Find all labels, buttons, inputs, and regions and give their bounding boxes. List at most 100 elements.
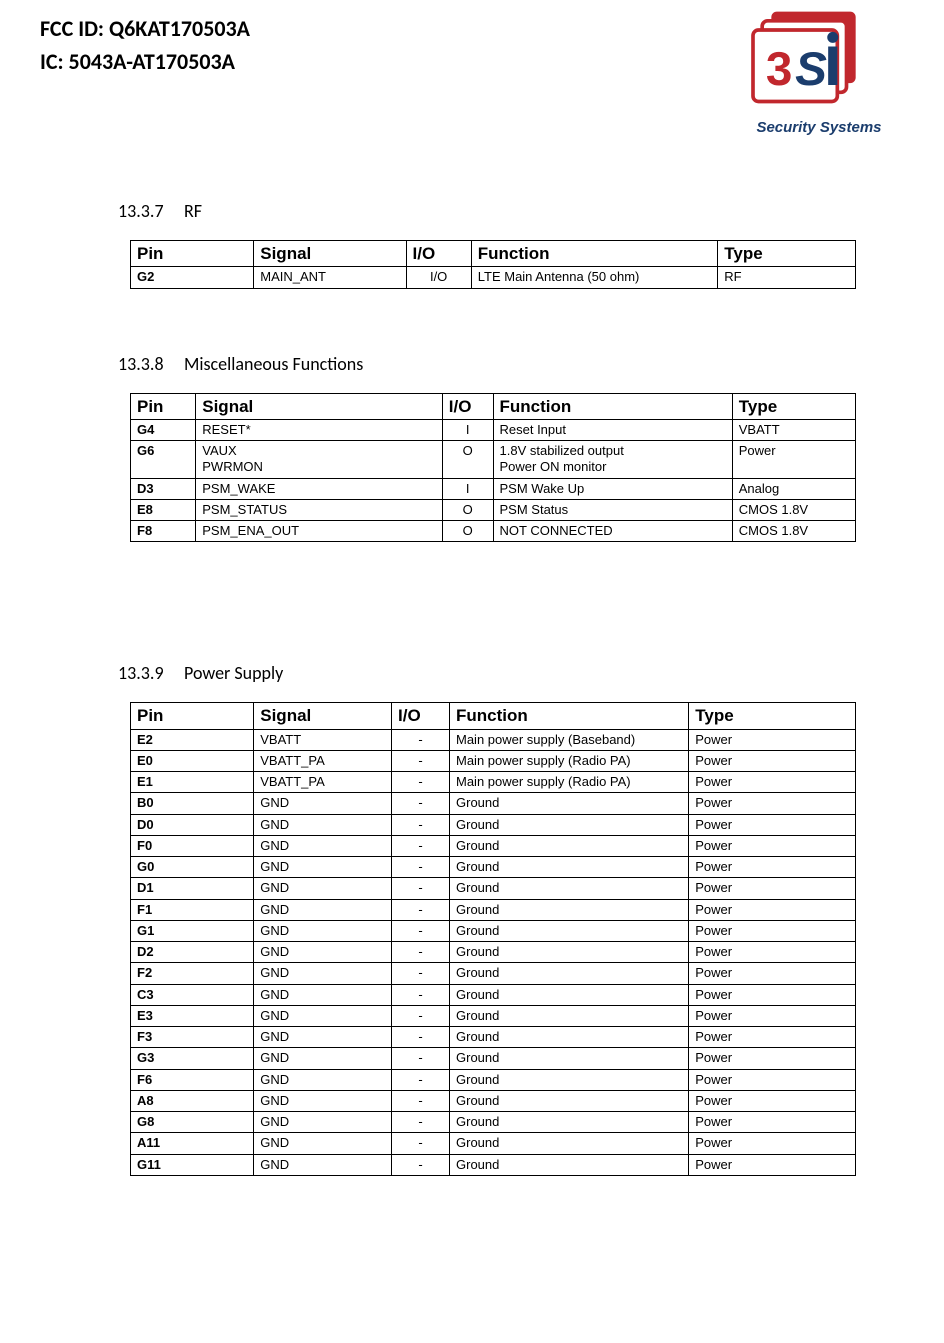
id-block: FCC ID: Q6KAT170503A IC: 5043A-AT170503A — [40, 12, 250, 78]
cell-type: VBATT — [732, 419, 855, 440]
cell-type: Analog — [732, 478, 855, 499]
cell-function: Ground — [450, 1154, 689, 1175]
page-header: FCC ID: Q6KAT170503A IC: 5043A-AT170503A… — [40, 12, 904, 136]
cell-io: - — [392, 878, 450, 899]
cell-pin: E2 — [131, 729, 254, 750]
table-row: A11GND-GroundPower — [131, 1133, 856, 1154]
cell-type: Power — [689, 984, 856, 1005]
cell-type: Power — [689, 963, 856, 984]
cell-pin: G1 — [131, 920, 254, 941]
table-row: D1GND-GroundPower — [131, 878, 856, 899]
cell-function: Ground — [450, 920, 689, 941]
cell-pin: G2 — [131, 267, 254, 288]
cell-function: Ground — [450, 835, 689, 856]
cell-type: Power — [689, 857, 856, 878]
cell-signal: GND — [254, 1090, 392, 1111]
fcc-id: FCC ID: Q6KAT170503A — [40, 12, 250, 45]
cell-function: Ground — [450, 814, 689, 835]
column-header-io: I/O — [406, 241, 471, 267]
cell-type: Power — [689, 814, 856, 835]
cell-pin: G4 — [131, 419, 196, 440]
cell-pin: F0 — [131, 835, 254, 856]
cell-io: - — [392, 899, 450, 920]
cell-io: O — [442, 441, 493, 479]
column-header-type: Type — [732, 393, 855, 419]
table-row: E8PSM_STATUSOPSM StatusCMOS 1.8V — [131, 499, 856, 520]
cell-pin: E0 — [131, 750, 254, 771]
cell-function: Ground — [450, 1112, 689, 1133]
cell-signal: GND — [254, 920, 392, 941]
cell-type: Power — [689, 1048, 856, 1069]
cell-pin: E1 — [131, 772, 254, 793]
cell-function: Ground — [450, 1048, 689, 1069]
cell-signal: PSM_STATUS — [196, 499, 443, 520]
pin-table: PinSignalI/OFunctionTypeE2VBATT-Main pow… — [130, 702, 856, 1176]
cell-signal: GND — [254, 984, 392, 1005]
cell-pin: C3 — [131, 984, 254, 1005]
cell-pin: E8 — [131, 499, 196, 520]
table-row: E1VBATT_PA-Main power supply (Radio PA)P… — [131, 772, 856, 793]
column-header-pin: Pin — [131, 241, 254, 267]
table-row: F3GND-GroundPower — [131, 1027, 856, 1048]
cell-io: - — [392, 1133, 450, 1154]
section-title: 13.3.9 Power Supply — [118, 662, 844, 684]
cell-pin: F8 — [131, 521, 196, 542]
cell-io: - — [392, 1027, 450, 1048]
cell-type: Power — [689, 750, 856, 771]
cell-type: Power — [732, 441, 855, 479]
table-row: F1GND-GroundPower — [131, 899, 856, 920]
table-row: F8PSM_ENA_OUTONOT CONNECTEDCMOS 1.8V — [131, 521, 856, 542]
cell-function: Ground — [450, 984, 689, 1005]
cell-io: I — [442, 478, 493, 499]
cell-io: - — [392, 1048, 450, 1069]
cell-pin: D1 — [131, 878, 254, 899]
cell-io: - — [392, 729, 450, 750]
section-number: 13.3.9 — [118, 662, 166, 684]
cell-type: CMOS 1.8V — [732, 499, 855, 520]
section-title: 13.3.7RF — [118, 200, 844, 222]
table-row: E0VBATT_PA-Main power supply (Radio PA)P… — [131, 750, 856, 771]
table-row: F2GND-GroundPower — [131, 963, 856, 984]
cell-function: LTE Main Antenna (50 ohm) — [471, 267, 718, 288]
cell-function: Ground — [450, 963, 689, 984]
cell-signal: MAIN_ANT — [254, 267, 406, 288]
cell-pin: F2 — [131, 963, 254, 984]
cell-type: Power — [689, 1112, 856, 1133]
cell-signal: RESET* — [196, 419, 443, 440]
cell-function: Ground — [450, 899, 689, 920]
cell-function: Ground — [450, 878, 689, 899]
table-row: B0GND-GroundPower — [131, 793, 856, 814]
column-header-signal: Signal — [254, 703, 392, 729]
cell-pin: G6 — [131, 441, 196, 479]
cell-function: Main power supply (Radio PA) — [450, 750, 689, 771]
cell-type: Power — [689, 1069, 856, 1090]
cell-io: - — [392, 835, 450, 856]
pin-table: PinSignalI/OFunctionTypeG4RESET*IReset I… — [130, 393, 856, 543]
table-row: G1GND-GroundPower — [131, 920, 856, 941]
cell-signal: PSM_ENA_OUT — [196, 521, 443, 542]
cell-pin: A8 — [131, 1090, 254, 1111]
cell-signal: GND — [254, 1027, 392, 1048]
pin-table: PinSignalI/OFunctionTypeG2MAIN_ANTI/OLTE… — [130, 240, 856, 289]
cell-function: Ground — [450, 793, 689, 814]
column-header-pin: Pin — [131, 703, 254, 729]
column-header-function: Function — [493, 393, 732, 419]
section-name: Power Supply — [184, 662, 283, 684]
table-header-row: PinSignalI/OFunctionType — [131, 703, 856, 729]
column-header-function: Function — [450, 703, 689, 729]
cell-signal: VBATT_PA — [254, 750, 392, 771]
cell-signal: GND — [254, 857, 392, 878]
cell-signal: PSM_WAKE — [196, 478, 443, 499]
cell-type: RF — [718, 267, 856, 288]
section-title: 13.3.8Miscellaneous Functions — [118, 353, 844, 375]
column-header-signal: Signal — [254, 241, 406, 267]
cell-function: Reset Input — [493, 419, 732, 440]
table-row: C3GND-GroundPower — [131, 984, 856, 1005]
ic-id: IC: 5043A-AT170503A — [40, 45, 250, 78]
cell-io: - — [392, 1005, 450, 1026]
logo-svg: 3 S — [744, 8, 894, 118]
cell-signal: VAUXPWRMON — [196, 441, 443, 479]
table-row: G4RESET*IReset InputVBATT — [131, 419, 856, 440]
section-block: 13.3.7RFPinSignalI/OFunctionTypeG2MAIN_A… — [118, 200, 844, 289]
cell-signal: GND — [254, 814, 392, 835]
